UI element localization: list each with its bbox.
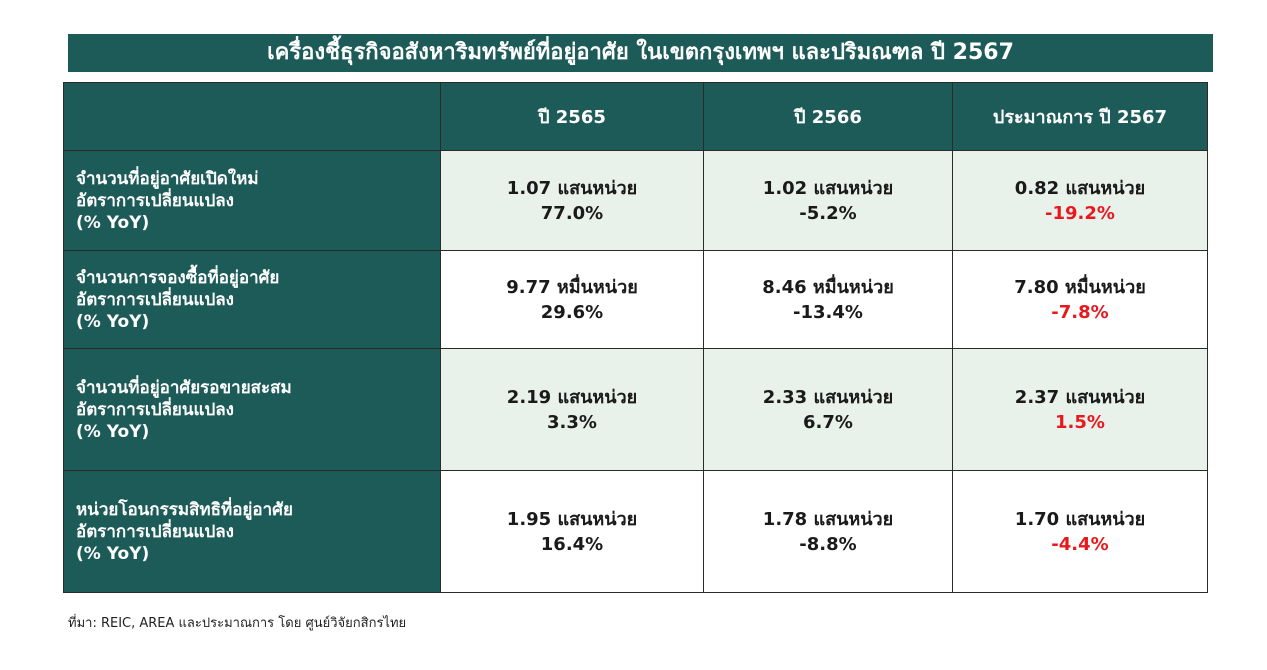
row-label-line: (% YoY) [76, 311, 150, 332]
value-cell: 1.78 แสนหน่วย -8.8% [703, 470, 953, 593]
cell-value: 2.19 แสนหน่วย [506, 386, 638, 408]
row-label: จำนวนที่อยู่อาศัยเปิดใหม่ อัตราการเปลี่ยน… [63, 150, 441, 251]
row-label-line: หน่วยโอนกรรมสิทธิที่อยู่อาศัย [76, 499, 293, 520]
header-cell [63, 82, 441, 151]
cell-change: -7.8% [1051, 301, 1109, 323]
cell-change: 3.3% [547, 411, 597, 433]
value-cell: 2.37 แสนหน่วย 1.5% [952, 348, 1208, 471]
value-cell: 8.46 หมื่นหน่วย -13.4% [703, 250, 953, 349]
cell-change: 77.0% [540, 202, 604, 224]
cell-change: -5.2% [799, 202, 857, 224]
value-cell: 1.07 แสนหน่วย 77.0% [440, 150, 704, 251]
value-cell: 1.95 แสนหน่วย 16.4% [440, 470, 704, 593]
value-cell: 1.70 แสนหน่วย -4.4% [952, 470, 1208, 593]
row-label: หน่วยโอนกรรมสิทธิที่อยู่อาศัย อัตราการเปล… [63, 470, 441, 593]
cell-value: 2.33 แสนหน่วย [762, 386, 894, 408]
row-label: จำนวนการจองซื้อที่อยู่อาศัย อัตราการเปลี่… [63, 250, 441, 349]
cell-value: 1.95 แสนหน่วย [506, 508, 638, 530]
value-cell: 0.82 แสนหน่วย -19.2% [952, 150, 1208, 251]
cell-value: 9.77 หมื่นหน่วย [506, 276, 638, 298]
data-row: จำนวนการจองซื้อที่อยู่อาศัย อัตราการเปลี่… [63, 250, 1208, 349]
cell-change: -19.2% [1045, 202, 1115, 224]
cell-value: 1.02 แสนหน่วย [762, 177, 894, 199]
value-cell: 2.33 แสนหน่วย 6.7% [703, 348, 953, 471]
cell-value: 1.70 แสนหน่วย [1014, 508, 1146, 530]
title-bar: เครื่องชี้ธุรกิจอสังหาริมทรัพย์ที่อยู่อา… [68, 34, 1213, 72]
row-label-line: อัตราการเปลี่ยนแปลง [76, 399, 234, 420]
cell-change: 6.7% [803, 411, 853, 433]
cell-change: -13.4% [793, 301, 863, 323]
row-label: จำนวนที่อยู่อาศัยรอขายสะสม อัตราการเปลี่ย… [63, 348, 441, 471]
value-cell: 9.77 หมื่นหน่วย 29.6% [440, 250, 704, 349]
header-cell: ปี 2566 [703, 82, 953, 151]
cell-value: 0.82 แสนหน่วย [1014, 177, 1146, 199]
cell-change: 1.5% [1055, 411, 1105, 433]
cell-value: 7.80 หมื่นหน่วย [1014, 276, 1146, 298]
row-label-line: อัตราการเปลี่ยนแปลง [76, 521, 234, 542]
data-row: จำนวนที่อยู่อาศัยรอขายสะสม อัตราการเปลี่ย… [63, 348, 1208, 471]
data-row: หน่วยโอนกรรมสิทธิที่อยู่อาศัย อัตราการเปล… [63, 470, 1208, 593]
row-label-line: อัตราการเปลี่ยนแปลง [76, 289, 234, 310]
row-label-line: (% YoY) [76, 421, 150, 442]
row-label-line: (% YoY) [76, 212, 150, 233]
row-label-line: จำนวนที่อยู่อาศัยรอขายสะสม [76, 377, 292, 398]
header-cell: ประมาณการ ปี 2567 [952, 82, 1208, 151]
cell-change: -4.4% [1051, 533, 1109, 555]
value-cell: 2.19 แสนหน่วย 3.3% [440, 348, 704, 471]
data-table: ปี 2565 ปี 2566 ประมาณการ ปี 2567 จำนวนที่อ… [63, 82, 1208, 593]
cell-change: 16.4% [540, 533, 604, 555]
source-note: ที่มา: REIC, AREA และประมาณการ โดย ศูนย์… [68, 616, 407, 631]
cell-value: 1.78 แสนหน่วย [762, 508, 894, 530]
cell-value: 8.46 หมื่นหน่วย [762, 276, 894, 298]
cell-change: -8.8% [799, 533, 857, 555]
cell-change: 29.6% [540, 301, 604, 323]
row-label-line: (% YoY) [76, 543, 150, 564]
row-label-line: จำนวนการจองซื้อที่อยู่อาศัย [76, 267, 280, 288]
row-label-line: จำนวนที่อยู่อาศัยเปิดใหม่ [76, 168, 259, 189]
cell-value: 2.37 แสนหน่วย [1014, 386, 1146, 408]
value-cell: 1.02 แสนหน่วย -5.2% [703, 150, 953, 251]
header-row: ปี 2565 ปี 2566 ประมาณการ ปี 2567 [63, 82, 1208, 151]
cell-value: 1.07 แสนหน่วย [506, 177, 638, 199]
value-cell: 7.80 หมื่นหน่วย -7.8% [952, 250, 1208, 349]
row-label-line: อัตราการเปลี่ยนแปลง [76, 190, 234, 211]
header-cell: ปี 2565 [440, 82, 704, 151]
data-row: จำนวนที่อยู่อาศัยเปิดใหม่ อัตราการเปลี่ยน… [63, 150, 1208, 251]
